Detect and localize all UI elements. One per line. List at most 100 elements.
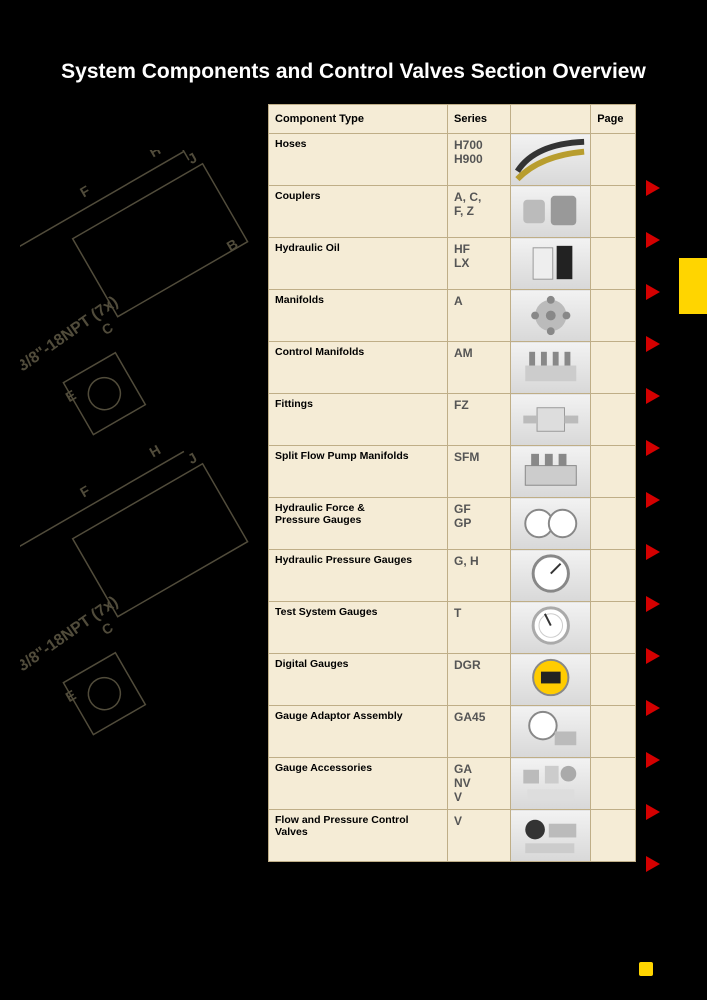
- component-thumb: [510, 446, 591, 498]
- series-label: A, C, F, Z: [448, 186, 511, 238]
- component-thumb: [510, 238, 591, 290]
- svg-text:3/8"-18NPT (7x): 3/8"-18NPT (7x): [20, 293, 121, 375]
- page-arrow-icon: [646, 544, 660, 560]
- page-cell: [591, 134, 636, 186]
- col-page: Page: [591, 105, 636, 134]
- component-label: Digital Gauges: [269, 654, 448, 706]
- series-label: HF LX: [448, 238, 511, 290]
- series-label: H700 H900: [448, 134, 511, 186]
- page-arrow-icon: [646, 440, 660, 456]
- series-label: GF GP: [448, 498, 511, 550]
- page-cell: [591, 186, 636, 238]
- series-label: GA NV V: [448, 758, 511, 810]
- svg-text:3/8"-18NPT (7x): 3/8"-18NPT (7x): [20, 593, 121, 675]
- series-label: V: [448, 810, 511, 862]
- table-row: Gauge Adaptor AssemblyGA45: [269, 706, 636, 758]
- table-row: CouplersA, C, F, Z: [269, 186, 636, 238]
- page-cell: [591, 706, 636, 758]
- page-arrow-icon: [646, 648, 660, 664]
- svg-text:C: C: [99, 619, 116, 638]
- table-row: FittingsFZ: [269, 394, 636, 446]
- brand-icon: [639, 962, 653, 976]
- svg-text:H: H: [146, 150, 163, 160]
- series-label: AM: [448, 342, 511, 394]
- page-cell: [591, 602, 636, 654]
- series-label: GA45: [448, 706, 511, 758]
- svg-text:B: B: [224, 235, 241, 254]
- page-arrow-icon: [646, 596, 660, 612]
- table-row: ManifoldsA: [269, 290, 636, 342]
- page-arrow-icon: [646, 804, 660, 820]
- component-label: Gauge Adaptor Assembly: [269, 706, 448, 758]
- page-cell: [591, 290, 636, 342]
- component-thumb: [510, 290, 591, 342]
- component-label: Hydraulic Oil: [269, 238, 448, 290]
- component-thumb: [510, 654, 591, 706]
- component-label: Couplers: [269, 186, 448, 238]
- svg-text:C: C: [99, 319, 116, 338]
- svg-text:E: E: [63, 687, 79, 706]
- table-row: Control ManifoldsAM: [269, 342, 636, 394]
- table-row: Hydraulic Pressure GaugesG, H: [269, 550, 636, 602]
- table-row: Flow and Pressure Control ValvesV: [269, 810, 636, 862]
- component-label: Flow and Pressure Control Valves: [269, 810, 448, 862]
- component-label: Test System Gauges: [269, 602, 448, 654]
- component-thumb: [510, 602, 591, 654]
- svg-text:F: F: [77, 482, 93, 500]
- page-cell: [591, 810, 636, 862]
- table-row: HosesH700 H900: [269, 134, 636, 186]
- page-arrow-icon: [646, 284, 660, 300]
- component-thumb: [510, 758, 591, 810]
- section-tab: [679, 258, 707, 314]
- table-row: Hydraulic OilHF LX: [269, 238, 636, 290]
- page-arrow-icon: [646, 856, 660, 872]
- component-label: Fittings: [269, 394, 448, 446]
- page-title: System Components and Control Valves Sec…: [0, 60, 707, 84]
- component-thumb: [510, 394, 591, 446]
- page-arrow-icon: [646, 492, 660, 508]
- component-thumb: [510, 550, 591, 602]
- background-diagram: 3/8"-18NPT (7x) F H J C E B 3/8"-18NPT (…: [20, 150, 300, 850]
- page-cell: [591, 446, 636, 498]
- component-thumb: [510, 134, 591, 186]
- svg-text:J: J: [185, 449, 200, 467]
- page-cell: [591, 394, 636, 446]
- component-label: Control Manifolds: [269, 342, 448, 394]
- page-cell: [591, 498, 636, 550]
- svg-text:J: J: [185, 150, 200, 167]
- svg-text:E: E: [63, 387, 79, 406]
- component-label: Hydraulic Pressure Gauges: [269, 550, 448, 602]
- series-label: DGR: [448, 654, 511, 706]
- component-table: Component Type Series Page HosesH700 H90…: [268, 104, 636, 862]
- page-cell: [591, 550, 636, 602]
- col-image: [510, 105, 591, 134]
- series-label: A: [448, 290, 511, 342]
- col-series: Series: [448, 105, 511, 134]
- page-arrow-icon: [646, 388, 660, 404]
- series-label: G, H: [448, 550, 511, 602]
- page-arrow-icon: [646, 336, 660, 352]
- table-row: Split Flow Pump ManifoldsSFM: [269, 446, 636, 498]
- table-row: Hydraulic Force & Pressure GaugesGF GP: [269, 498, 636, 550]
- page-cell: [591, 758, 636, 810]
- series-label: SFM: [448, 446, 511, 498]
- component-thumb: [510, 498, 591, 550]
- series-label: T: [448, 602, 511, 654]
- component-label: Hoses: [269, 134, 448, 186]
- component-thumb: [510, 186, 591, 238]
- component-label: Split Flow Pump Manifolds: [269, 446, 448, 498]
- table-row: Digital GaugesDGR: [269, 654, 636, 706]
- component-thumb: [510, 810, 591, 862]
- page-cell: [591, 654, 636, 706]
- component-label: Hydraulic Force & Pressure Gauges: [269, 498, 448, 550]
- component-label: Manifolds: [269, 290, 448, 342]
- table-row: Test System GaugesT: [269, 602, 636, 654]
- series-label: FZ: [448, 394, 511, 446]
- table-row: Gauge AccessoriesGA NV V: [269, 758, 636, 810]
- component-label: Gauge Accessories: [269, 758, 448, 810]
- page-cell: [591, 238, 636, 290]
- page-arrow-icon: [646, 232, 660, 248]
- page-arrow-icon: [646, 700, 660, 716]
- component-thumb: [510, 706, 591, 758]
- svg-text:H: H: [146, 441, 163, 460]
